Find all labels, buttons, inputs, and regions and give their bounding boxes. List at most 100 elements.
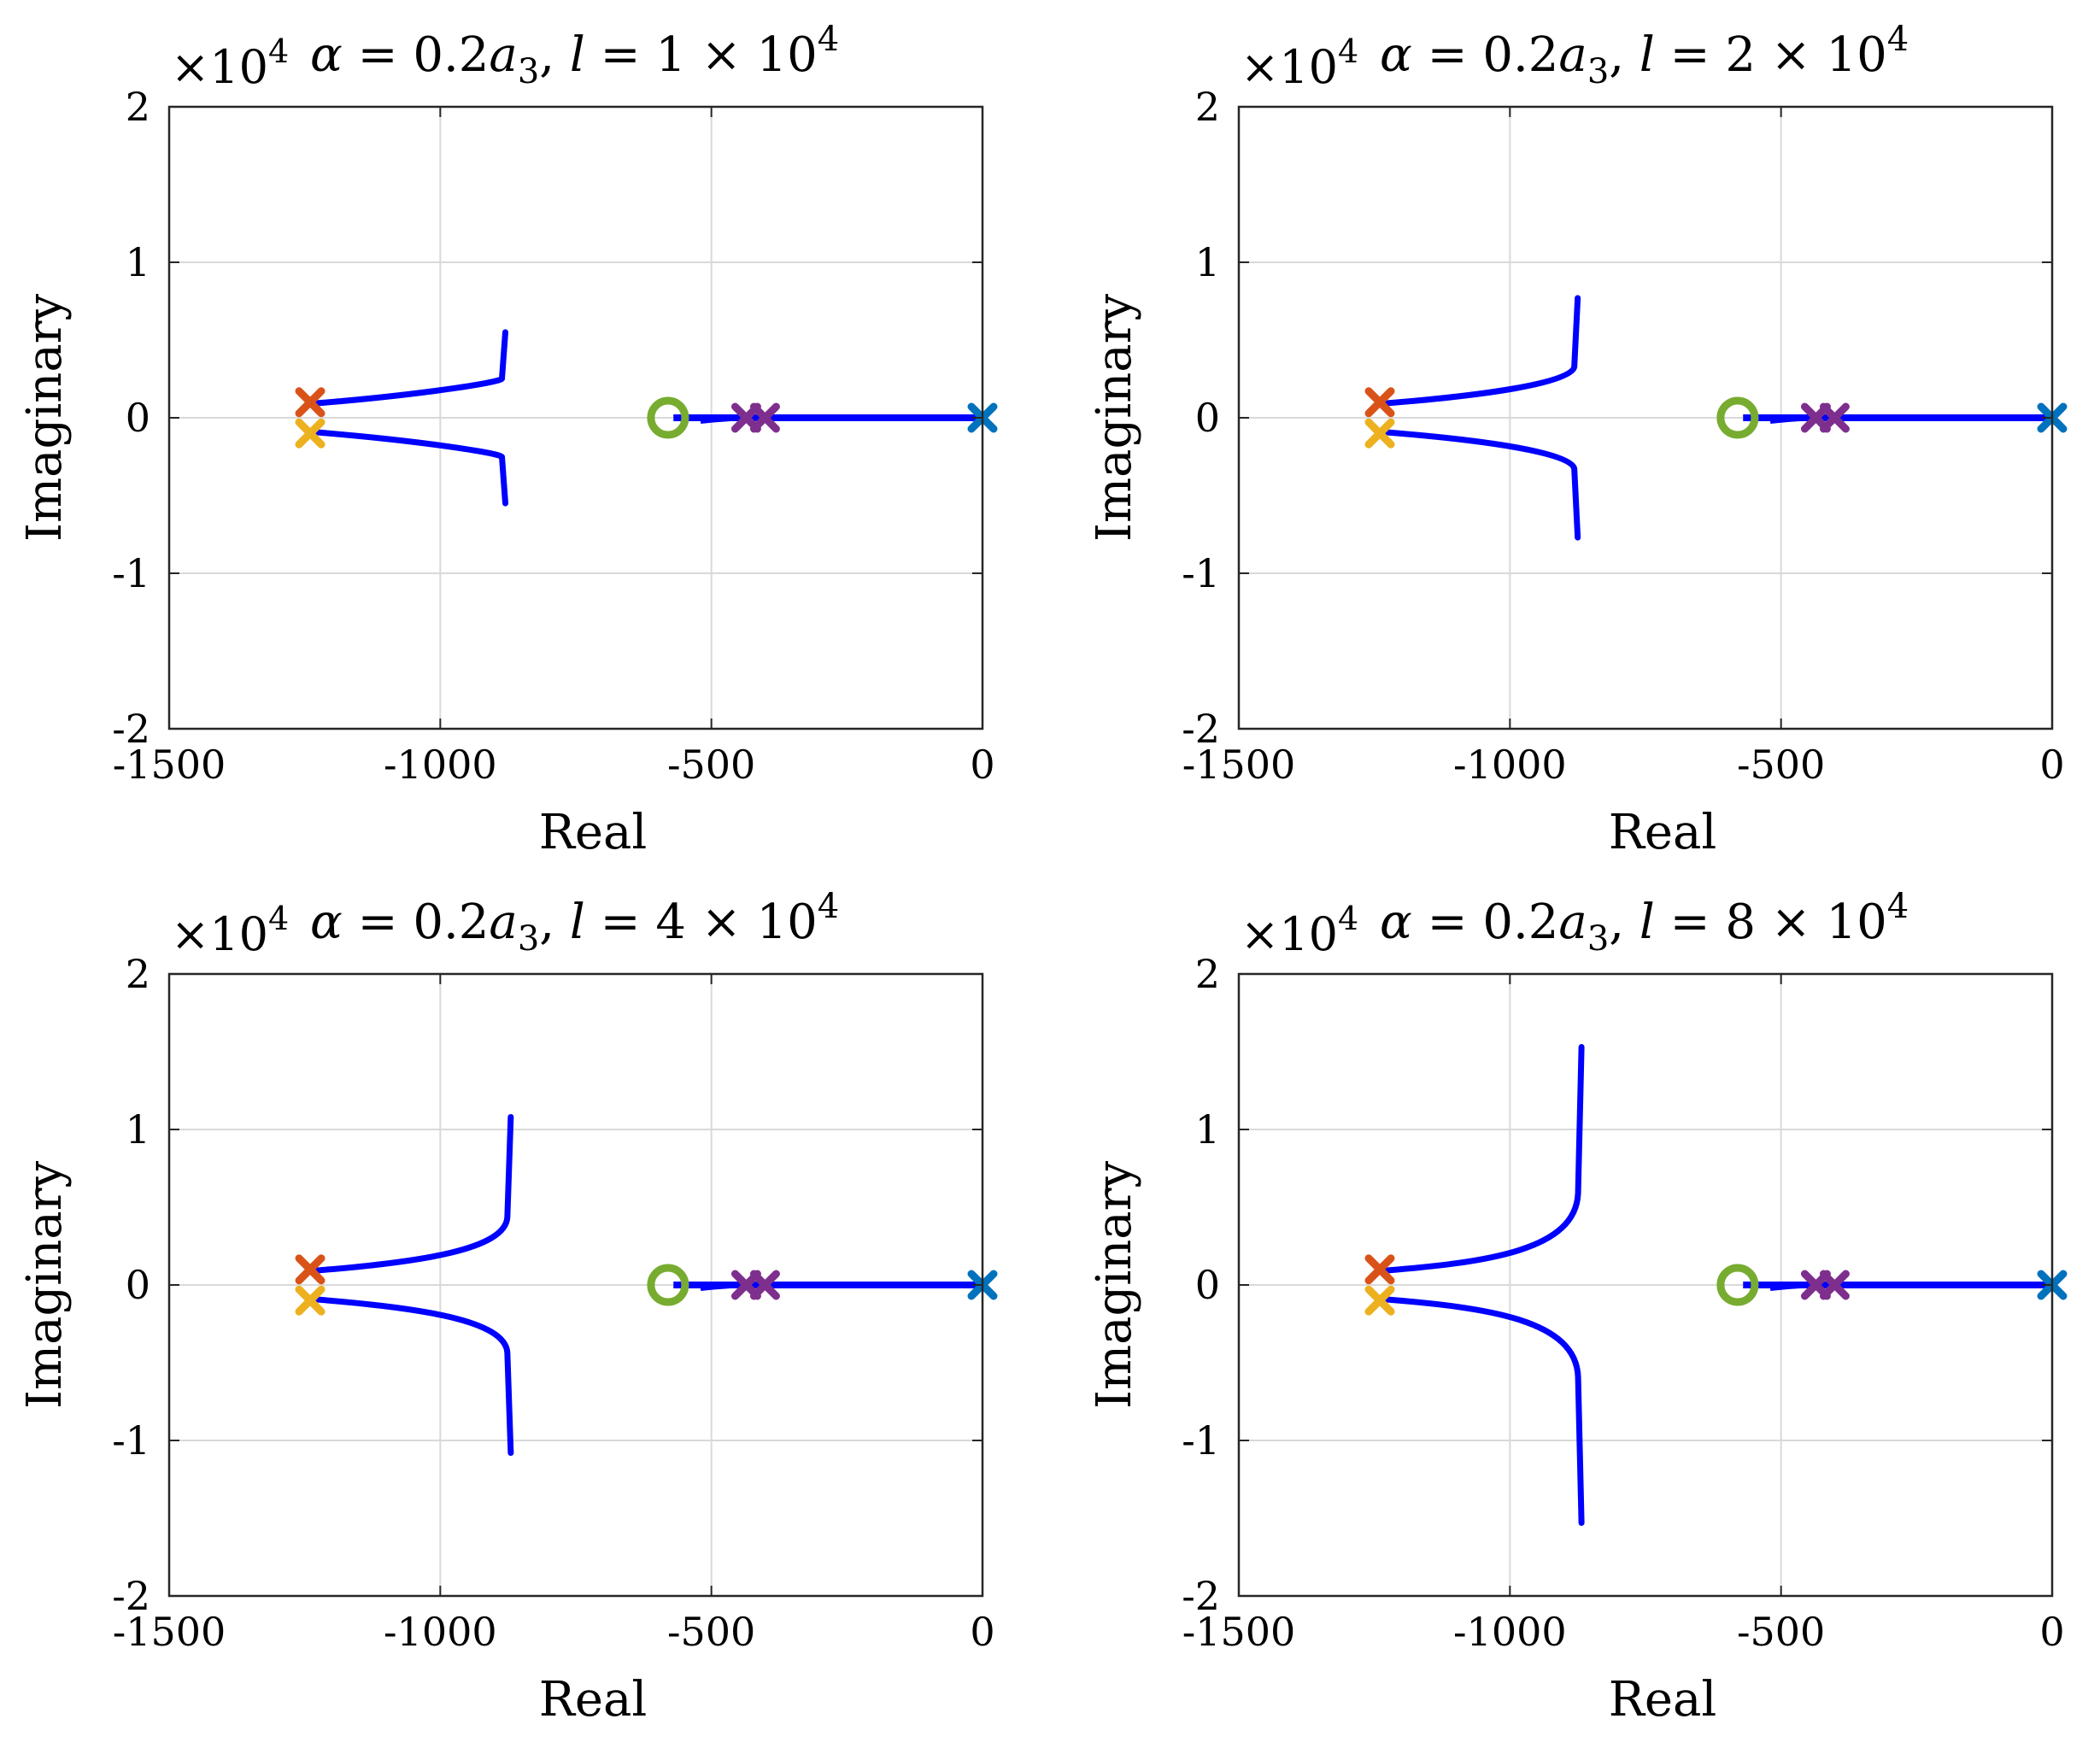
x-tick-label: 0 [2039,1609,2064,1655]
pole-stroke [1819,402,1850,433]
y-exponent-power: 4 [268,32,289,70]
pole-marker-3-repeat [749,402,780,433]
y-axis-label: Imaginary [1087,1161,1142,1410]
pole-stroke [295,1285,326,1316]
x-axis-label: Real [1609,805,1717,860]
subplot-title: α = 0.2a3, l = 4 × 104 [310,887,839,959]
x-tick-label: -1000 [384,742,497,788]
pole-marker-1 [295,387,326,418]
y-exponent-label: ×104 [1241,32,1358,94]
title-part-3: 3 [518,919,539,959]
pole-marker-2 [1364,418,1395,449]
y-axis-label: Imaginary [1087,294,1142,543]
x-tick-label: -1500 [1182,1609,1296,1655]
y-tick-label: -2 [112,1573,150,1619]
title-part-5: l [570,895,585,950]
y-tick-label: 0 [1195,1262,1220,1308]
pole-marker-2 [295,418,326,449]
y-tick-label: -2 [112,706,150,752]
x-tick-label: -500 [1737,742,1825,788]
x-tick-label: -1000 [1453,742,1567,788]
y-tick-label: -2 [1182,706,1220,752]
locus-branch-lower [1376,1295,1585,1526]
y-exponent-power: 4 [1338,32,1358,70]
pole-stroke [749,1270,780,1300]
title-part-2: a [489,27,517,83]
y-exponent-base: ×10 [1241,40,1338,94]
y-exponent-base: ×10 [1241,907,1338,961]
zero-marker-1 [1716,1264,1759,1306]
pole-stroke [295,387,326,418]
y-tick-label: 1 [1195,1106,1220,1153]
y-axis-label: Imaginary [17,294,73,543]
title-part-7: 4 [1887,20,1909,59]
y-tick-label: 0 [126,395,150,441]
title-part-2: a [1558,895,1587,950]
title-part-0: α [1380,895,1412,950]
y-exponent-power: 4 [268,900,289,937]
title-part-0: α [1380,27,1412,83]
y-tick-label: -1 [1182,550,1220,596]
zero-marker-1 [647,1264,689,1306]
pole-stroke [1364,418,1395,449]
pole-marker-3-repeat [1819,1270,1850,1300]
x-tick-label: -1500 [113,742,226,788]
y-exponent-power: 4 [1338,900,1358,937]
locus-branch-upper [1376,1044,1585,1275]
pole-stroke [749,402,780,433]
zero-marker-1 [647,396,689,439]
y-tick-label: 2 [1195,951,1220,997]
title-part-7: 4 [1887,887,1909,926]
title-part-6: = 1 × 10 [585,27,818,83]
title-part-1: = 0.2 [1412,895,1559,950]
title-part-4: , [539,27,570,83]
locus-branch-real-axis-overlap [1769,1282,1880,1291]
y-tick-label: -1 [112,1417,150,1464]
y-exponent-base: ×10 [171,907,268,961]
title-part-2: a [1558,27,1587,83]
title-part-0: α [310,27,343,83]
x-tick-label: -500 [667,1609,755,1655]
locus-branch-lower [307,1295,514,1457]
x-tick-label: -500 [667,742,755,788]
x-tick-label: -500 [1737,1609,1825,1655]
title-part-6: = 2 × 10 [1655,27,1887,83]
x-tick-label: -1500 [1182,742,1296,788]
y-tick-label: 1 [1195,239,1220,285]
pole-marker-2 [295,1285,326,1316]
title-part-5: l [1640,27,1655,83]
title-part-5: l [1640,895,1655,950]
locus-branch-real-axis-overlap [700,1282,810,1291]
title-part-1: = 0.2 [1412,27,1559,83]
title-part-4: , [1609,27,1640,83]
title-part-6: = 8 × 10 [1655,895,1887,950]
pole-stroke [295,418,326,449]
locus-branch-upper [307,1113,514,1275]
x-tick-label: -1000 [384,1609,497,1655]
y-tick-label: -1 [112,550,150,596]
y-tick-label: -1 [1182,1417,1220,1464]
y-tick-label: 0 [126,1262,150,1308]
title-part-3: 3 [518,52,539,91]
pole-stroke [1364,1285,1395,1316]
title-part-0: α [310,895,343,950]
subplot-title: α = 0.2a3, l = 2 × 104 [1380,20,1909,91]
x-tick-label: -1000 [1453,1609,1567,1655]
subplot-title: α = 0.2a3, l = 1 × 104 [310,20,839,91]
x-axis-label: Real [1609,1672,1717,1728]
pole-stroke [1364,387,1395,418]
pole-stroke [1364,1254,1395,1285]
locus-branch-lower [307,428,508,507]
locus-branch-real-axis-overlap [1769,414,1880,424]
title-part-1: = 0.2 [343,895,490,950]
title-part-7: 4 [818,887,839,926]
y-tick-label: 1 [126,239,150,285]
pole-marker-1 [1364,387,1395,418]
subplot-title: α = 0.2a3, l = 8 × 104 [1380,887,1909,959]
pole-stroke [1819,1270,1850,1300]
title-part-4: , [1609,895,1640,950]
